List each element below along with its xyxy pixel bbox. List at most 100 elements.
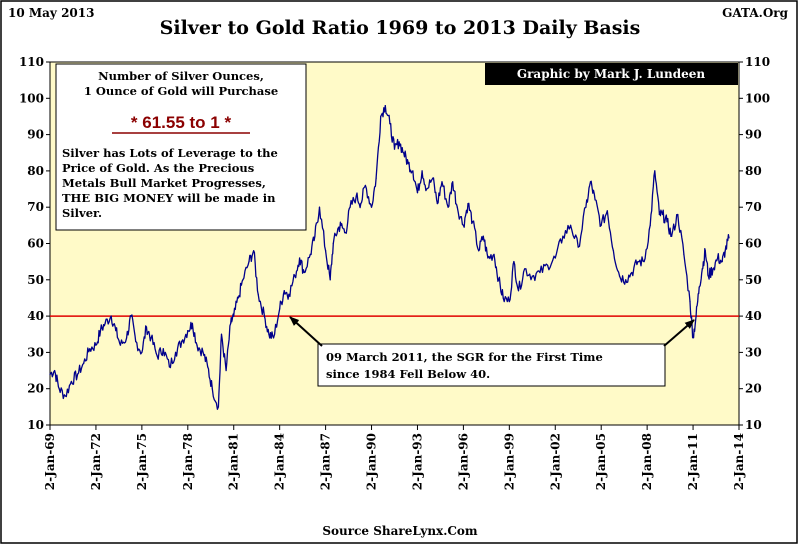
data-point xyxy=(119,344,122,346)
data-point xyxy=(340,224,342,226)
data-point xyxy=(380,115,382,118)
data-point xyxy=(220,333,223,335)
series-points xyxy=(49,104,730,408)
credit-background xyxy=(485,63,738,85)
data-point xyxy=(654,170,656,172)
data-point xyxy=(493,253,495,255)
data-point xyxy=(467,202,469,205)
info-heading-line1: Number of Silver Ounces, xyxy=(98,69,264,83)
header-date: 10 May 2013 xyxy=(8,6,94,20)
data-point xyxy=(329,279,331,281)
data-point xyxy=(416,192,419,194)
data-point xyxy=(724,250,726,252)
info-body-line2: Price of Gold. As the Precious xyxy=(62,161,254,175)
data-point xyxy=(375,177,377,179)
callout-box: 09 March 2011, the SGR for the First Tim… xyxy=(317,343,666,387)
data-point xyxy=(539,271,541,274)
data-point xyxy=(141,351,143,353)
data-point xyxy=(498,279,500,281)
data-point xyxy=(403,152,405,154)
y-tick-label-left: 110 xyxy=(19,55,44,69)
data-point xyxy=(649,224,651,226)
callout-frame xyxy=(317,343,666,387)
data-point xyxy=(207,366,209,368)
y-tick-label-right: 90 xyxy=(745,128,762,142)
callout-arrow-right xyxy=(663,319,695,347)
info-body-line3: Metals Bull Market Progresses, xyxy=(62,176,266,190)
y-tick-label-left: 70 xyxy=(27,200,44,214)
ratio-value: * 61.55 to 1 * xyxy=(131,113,232,132)
data-point xyxy=(294,275,296,277)
y-tick-label-right: 40 xyxy=(745,309,762,323)
x-tick-label: 2-Jan-93 xyxy=(410,433,424,490)
data-point xyxy=(398,141,400,143)
x-tick-label: 2-Jan-72 xyxy=(89,433,103,490)
data-point xyxy=(554,257,556,259)
y-tick-label-right: 50 xyxy=(745,273,762,287)
data-point xyxy=(577,246,579,248)
data-point xyxy=(318,206,321,208)
info-body-line1: Silver has Lots of Leverage to the xyxy=(62,146,278,160)
data-point xyxy=(426,188,428,190)
data-point xyxy=(130,315,132,317)
source-text: Source ShareLynx.Com xyxy=(322,524,478,538)
data-point xyxy=(230,322,232,324)
data-point xyxy=(168,366,171,368)
data-point xyxy=(196,344,198,346)
data-point xyxy=(125,337,128,339)
y-tick-label-left: 20 xyxy=(27,382,44,396)
y-tick-label-left: 30 xyxy=(27,345,44,359)
data-point xyxy=(671,235,673,237)
data-point xyxy=(191,322,193,324)
data-point xyxy=(187,330,189,332)
y-tick-label-right: 110 xyxy=(745,55,770,69)
data-point xyxy=(517,290,520,292)
data-point xyxy=(658,213,660,216)
x-tick-label: 2-Jan-05 xyxy=(594,433,608,490)
x-axis: 2-Jan-69 2-Jan-72 2-Jan-75 2-Jan-78 2-Jan-81… xyxy=(43,425,746,490)
data-point xyxy=(384,104,386,107)
data-point xyxy=(728,237,730,239)
info-body-line5: Silver. xyxy=(62,206,102,220)
x-tick-label: 2-Jan-81 xyxy=(227,433,241,490)
data-point xyxy=(76,373,79,375)
data-point xyxy=(589,181,592,183)
data-point xyxy=(162,348,164,350)
x-tick-label: 2-Jan-99 xyxy=(502,433,516,490)
data-point xyxy=(407,163,409,165)
data-point xyxy=(337,228,339,230)
x-tick-label: 2-Jan-84 xyxy=(273,433,287,490)
data-point xyxy=(643,261,645,263)
data-point xyxy=(268,333,270,335)
data-point xyxy=(606,210,608,212)
data-point xyxy=(202,351,204,353)
data-point xyxy=(370,206,373,208)
data-point xyxy=(58,388,60,390)
data-point xyxy=(421,170,423,172)
data-point xyxy=(257,293,259,295)
data-point xyxy=(524,268,526,270)
data-point xyxy=(478,250,480,252)
data-point xyxy=(569,224,572,226)
data-point xyxy=(452,181,454,183)
data-point xyxy=(309,253,311,255)
data-point xyxy=(704,250,706,252)
data-point xyxy=(661,213,664,216)
data-point xyxy=(594,199,596,201)
data-point xyxy=(104,322,106,324)
data-point xyxy=(233,315,235,317)
y-tick-label-right: 80 xyxy=(745,164,762,178)
data-point xyxy=(612,250,615,252)
data-point xyxy=(332,242,334,245)
data-point xyxy=(531,275,533,277)
data-point xyxy=(698,286,700,288)
data-point xyxy=(600,224,602,226)
data-point xyxy=(432,177,434,179)
header-site: GATA.Org xyxy=(722,6,788,20)
data-point xyxy=(248,261,250,263)
data-point xyxy=(441,181,443,183)
data-point xyxy=(721,261,723,263)
data-point xyxy=(462,224,464,226)
data-point xyxy=(115,330,117,332)
